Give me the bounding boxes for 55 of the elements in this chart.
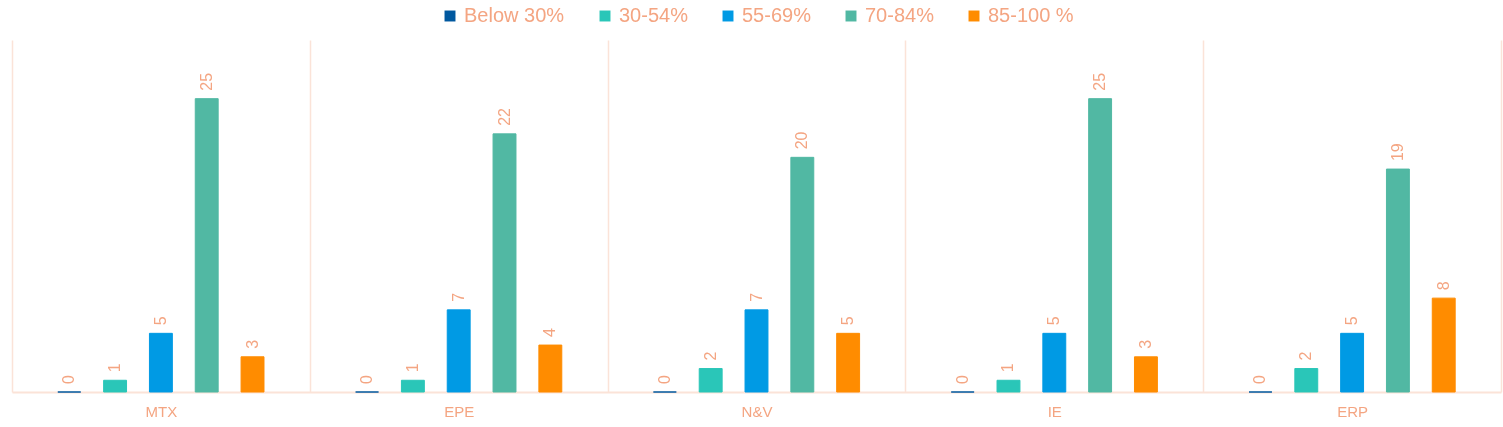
data-label: 0	[1251, 375, 1269, 384]
bar	[538, 344, 563, 393]
bar	[148, 332, 173, 393]
data-label: 7	[449, 292, 467, 302]
bar	[1431, 297, 1456, 393]
bar	[1088, 98, 1113, 393]
bar	[836, 332, 861, 393]
legend-label: 70-84%	[865, 4, 935, 26]
data-label: 5	[839, 316, 857, 326]
data-label: 20	[793, 131, 811, 150]
x-tick-label: IE	[1047, 402, 1062, 420]
data-label: 3	[1136, 339, 1154, 349]
bar	[240, 356, 265, 393]
bar	[194, 98, 219, 393]
data-label: 22	[495, 107, 513, 126]
x-tick-label: ERP	[1337, 402, 1369, 420]
data-label: 1	[403, 363, 421, 373]
data-label: 5	[151, 316, 169, 326]
data-label: 1	[106, 363, 124, 373]
bar	[1294, 368, 1319, 393]
data-label: 1	[999, 363, 1017, 373]
data-label: 3	[243, 339, 261, 349]
data-label: 8	[1434, 281, 1452, 291]
data-label: 0	[358, 375, 376, 384]
bar	[400, 379, 425, 393]
bar	[1042, 332, 1067, 393]
data-label: 7	[747, 292, 765, 302]
bar	[1340, 332, 1365, 393]
legend-label: 30-54%	[619, 4, 689, 26]
bar	[492, 133, 517, 393]
data-label: 25	[1091, 72, 1109, 91]
bar	[790, 156, 815, 393]
bar	[996, 379, 1021, 393]
bar	[744, 309, 769, 393]
data-label: 5	[1045, 316, 1063, 326]
legend-label: 85-100 %	[988, 4, 1074, 26]
data-label: 0	[953, 375, 971, 384]
data-label: 0	[655, 375, 673, 384]
bar	[446, 309, 471, 393]
x-tick-label: N&V	[741, 402, 773, 420]
data-label: 2	[1297, 351, 1315, 361]
bar	[698, 368, 723, 393]
data-label: 5	[1343, 316, 1361, 326]
bar	[1133, 356, 1158, 393]
data-label: 2	[701, 351, 719, 361]
data-label: 25	[197, 72, 215, 91]
data-label: 4	[541, 328, 559, 338]
x-tick-label: MTX	[145, 402, 178, 420]
data-label: 0	[60, 375, 78, 384]
legend-label: 55-69%	[742, 4, 812, 26]
data-label: 19	[1388, 143, 1406, 162]
bar	[103, 379, 128, 393]
bar	[1385, 168, 1410, 393]
x-tick-label: EPE	[444, 402, 475, 420]
legend-label: Below 30%	[464, 4, 565, 26]
